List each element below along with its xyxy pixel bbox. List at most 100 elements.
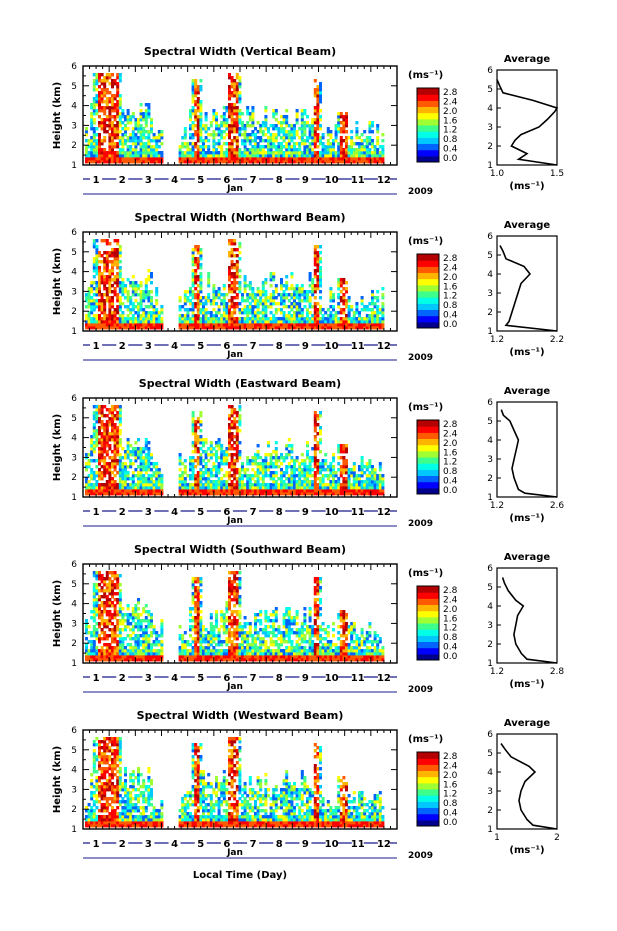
heatmap-cell xyxy=(321,462,325,466)
heatmap-cell xyxy=(142,118,146,122)
heatmap-cell xyxy=(313,133,317,137)
heatmap-cell xyxy=(373,317,377,321)
heatmap-cell xyxy=(326,157,330,161)
heatmap-cell xyxy=(313,254,317,258)
heatmap-cell xyxy=(220,148,224,152)
heatmap-cell xyxy=(342,489,346,493)
heatmap-cell xyxy=(261,302,265,306)
heatmap-cell xyxy=(87,459,91,463)
heatmap-cell xyxy=(144,480,148,484)
colorbar-swatch xyxy=(417,149,439,157)
heatmap-cell xyxy=(111,480,114,484)
heatmap-cell xyxy=(95,139,99,143)
heatmap-cell xyxy=(126,121,130,125)
heatmap-cell xyxy=(347,151,351,155)
heatmap-cell xyxy=(225,323,229,327)
heatmap-cell xyxy=(196,290,200,294)
heatmap-cell xyxy=(308,151,312,155)
heatmap-cell xyxy=(230,82,234,86)
heatmap-cell xyxy=(113,136,117,140)
heatmap-cell xyxy=(142,320,146,324)
heatmap-cell xyxy=(217,311,221,315)
heatmap-cell xyxy=(105,317,109,321)
heatmap-cell xyxy=(230,284,234,288)
heatmap-cell xyxy=(261,477,265,481)
heatmap-cell xyxy=(259,160,263,164)
heatmap-cell xyxy=(87,302,91,306)
heatmap-cell xyxy=(139,453,143,457)
heatmap-cell xyxy=(129,450,133,454)
heatmap-cell xyxy=(365,151,369,155)
heatmap-cell xyxy=(295,130,299,134)
heatmap-cell xyxy=(316,492,320,496)
heatmap-cell xyxy=(108,474,112,478)
heatmap-cell xyxy=(194,103,198,107)
heatmap-cell xyxy=(274,323,278,327)
heatmap-cell xyxy=(95,133,99,137)
heatmap-cell xyxy=(222,305,226,309)
heatmap-cell xyxy=(319,94,322,98)
heatmap-cell xyxy=(90,450,94,454)
heatmap-cell xyxy=(194,115,198,119)
heatmap-cell xyxy=(207,278,211,282)
heatmap-cell xyxy=(142,127,146,131)
heatmap-cell xyxy=(194,320,198,324)
heatmap-cell xyxy=(199,281,203,285)
heatmap-cell xyxy=(202,459,205,463)
heatmap-cell xyxy=(152,320,156,324)
average-frame xyxy=(496,69,558,166)
heatmap-cell xyxy=(326,326,330,330)
heatmap-cell xyxy=(129,326,133,330)
heatmap-cell xyxy=(274,296,278,300)
heatmap-cell xyxy=(368,480,372,484)
heatmap-cell xyxy=(345,287,348,291)
heatmap-cell xyxy=(246,109,250,113)
heatmap-cell xyxy=(85,643,88,647)
heatmap-cell xyxy=(342,323,346,327)
heatmap-cell xyxy=(194,438,198,442)
heatmap-cell xyxy=(230,489,234,493)
y-tick-label: 3 xyxy=(71,453,77,463)
heatmap-cell xyxy=(131,293,135,297)
heatmap-cell xyxy=(313,429,317,433)
heatmap-cell xyxy=(358,317,361,321)
heatmap-cell xyxy=(308,326,312,330)
heatmap-cell xyxy=(241,127,244,131)
heatmap-cell xyxy=(189,486,192,490)
heatmap-cell xyxy=(246,157,250,161)
heatmap-cell xyxy=(332,293,335,297)
heatmap-cell xyxy=(363,471,367,475)
heatmap-cell xyxy=(111,263,114,267)
heatmap-cell xyxy=(254,311,257,315)
heatmap-cell xyxy=(342,320,346,324)
heatmap-cell xyxy=(316,483,320,487)
heatmap-cell xyxy=(241,154,244,158)
heatmap-cell xyxy=(225,151,229,155)
heatmap-cell xyxy=(241,489,244,493)
heatmap-cell xyxy=(103,127,107,131)
heatmap-cell xyxy=(272,320,276,324)
heatmap-cell xyxy=(360,456,364,460)
colorbar-tick-label: 0.0 xyxy=(443,320,458,330)
heatmap-cell xyxy=(280,296,283,300)
heatmap-cell xyxy=(235,468,239,472)
heatmap-cell xyxy=(233,85,237,89)
heatmap-cell xyxy=(378,474,382,478)
heatmap-cell xyxy=(105,151,109,155)
heatmap-cell xyxy=(105,266,109,270)
heatmap-cell xyxy=(134,474,138,478)
heatmap-cell xyxy=(118,130,122,134)
heatmap-cell xyxy=(316,444,320,448)
heatmap-cell xyxy=(108,151,112,155)
heatmap-cell xyxy=(228,453,231,457)
heatmap-cell xyxy=(178,492,182,496)
heatmap-cell xyxy=(220,459,224,463)
heatmap-cell xyxy=(85,468,88,472)
heatmap-cell xyxy=(264,471,268,475)
heatmap-cell xyxy=(160,317,164,321)
heatmap-cell xyxy=(178,317,182,321)
heatmap-cell xyxy=(95,109,99,113)
heatmap-cell xyxy=(95,317,99,321)
heatmap-cell xyxy=(116,317,120,321)
heatmap-cell xyxy=(113,293,117,297)
